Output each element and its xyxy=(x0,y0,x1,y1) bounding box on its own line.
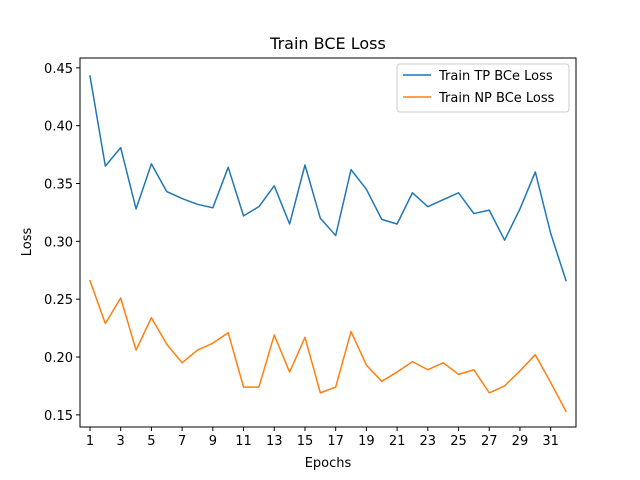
legend-box xyxy=(396,63,570,113)
y-axis: 0.15 0.20 0.25 0.30 0.35 0.40 0.45 xyxy=(44,62,80,424)
y-tick-label: 0.15 xyxy=(44,409,73,424)
x-tick-label: 29 xyxy=(512,434,529,449)
legend-label-tp: Train TP BCe Loss xyxy=(438,69,553,84)
series-line-tp xyxy=(89,75,567,282)
y-tick-label: 0.25 xyxy=(44,293,73,308)
legend-label-np: Train NP BCe Loss xyxy=(438,91,555,106)
x-axis-label: Epochs xyxy=(305,456,352,471)
x-tick-label: 7 xyxy=(178,434,186,449)
y-tick-label: 0.40 xyxy=(44,120,73,135)
plot-background xyxy=(80,58,576,427)
plot-frame xyxy=(79,57,577,428)
x-tick-label: 5 xyxy=(147,434,155,449)
x-tick-label: 31 xyxy=(542,434,559,449)
x-tick-label: 13 xyxy=(266,434,283,449)
y-tick-label: 0.35 xyxy=(44,178,73,193)
plot-area xyxy=(79,57,577,428)
x-tick-label: 9 xyxy=(209,434,217,449)
y-axis-label: Loss xyxy=(20,228,35,257)
chart-title: Train BCE Loss xyxy=(269,34,386,53)
y-tick-label: 0.45 xyxy=(44,62,73,77)
x-tick-label: 11 xyxy=(235,434,252,449)
x-tick-label: 3 xyxy=(117,434,125,449)
x-tick-label: 27 xyxy=(481,434,498,449)
x-tick-label: 25 xyxy=(450,434,467,449)
x-tick-label: 17 xyxy=(327,434,344,449)
x-tick-label: 19 xyxy=(358,434,375,449)
series-line-np xyxy=(89,279,568,413)
x-tick-label: 21 xyxy=(389,434,406,449)
x-tick-label: 15 xyxy=(297,434,314,449)
x-tick-label: 23 xyxy=(420,434,437,449)
y-tick-label: 0.30 xyxy=(44,235,73,250)
legend: Train TP BCe Loss Train NP BCe Loss xyxy=(396,63,570,113)
x-tick-label: 1 xyxy=(86,434,94,449)
series-layer xyxy=(89,75,568,413)
y-tick-label: 0.20 xyxy=(44,351,73,366)
x-axis: 1 3 5 7 9 11 13 15 17 19 21 23 25 27 29 31 xyxy=(86,427,559,449)
